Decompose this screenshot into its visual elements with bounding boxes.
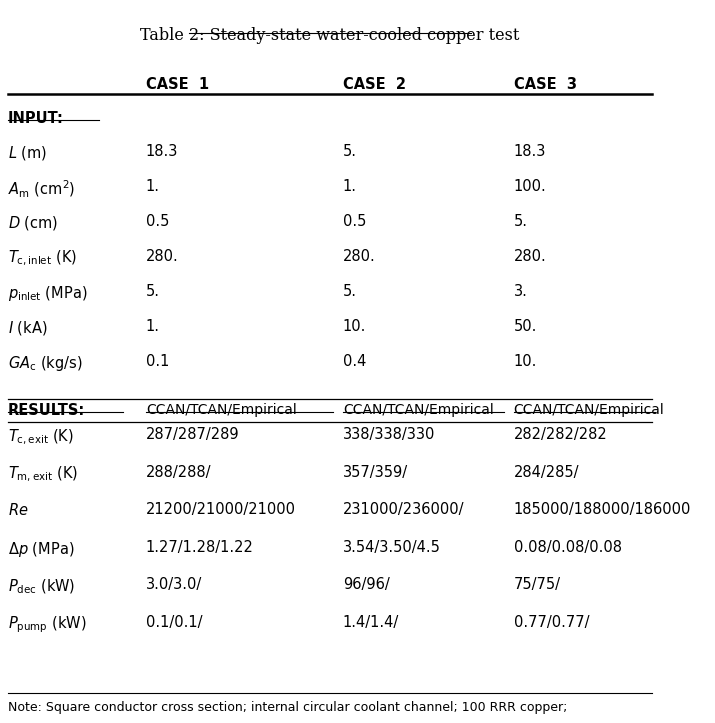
Text: 0.5: 0.5 [146, 214, 169, 229]
Text: $\it{T}_{\mathrm{c,exit}}$ (K): $\it{T}_{\mathrm{c,exit}}$ (K) [8, 427, 74, 447]
Text: 280.: 280. [343, 249, 375, 264]
Text: Table 2: Steady-state water-cooled copper test: Table 2: Steady-state water-cooled coppe… [140, 27, 520, 43]
Text: $\it{L}$ (m): $\it{L}$ (m) [8, 144, 47, 162]
Text: Note: Square conductor cross section; internal circular coolant channel; 100 RRR: Note: Square conductor cross section; in… [8, 701, 567, 714]
Text: CASE  1: CASE 1 [146, 77, 209, 92]
Text: CASE  3: CASE 3 [513, 77, 577, 92]
Text: 18.3: 18.3 [146, 144, 178, 159]
Text: 10.: 10. [513, 354, 537, 369]
Text: 0.1: 0.1 [146, 354, 169, 369]
Text: 185000/188000/186000: 185000/188000/186000 [513, 502, 691, 517]
Text: $\Delta\it{p}$ (MPa): $\Delta\it{p}$ (MPa) [8, 540, 74, 559]
Text: 1.: 1. [146, 319, 160, 333]
Text: 338/338/330: 338/338/330 [343, 427, 435, 442]
Text: 0.08/0.08/0.08: 0.08/0.08/0.08 [513, 540, 621, 555]
Text: $\it{GA}_{\mathrm{c}}$ (kg/s): $\it{GA}_{\mathrm{c}}$ (kg/s) [8, 354, 82, 372]
Text: $\it{P}_{\mathrm{pump}}$ (kW): $\it{P}_{\mathrm{pump}}$ (kW) [8, 615, 87, 636]
Text: 288/288/: 288/288/ [146, 465, 212, 480]
Text: 3.54/3.50/4.5: 3.54/3.50/4.5 [343, 540, 440, 555]
Text: 5.: 5. [146, 283, 160, 299]
Text: 0.77/0.77/: 0.77/0.77/ [513, 615, 589, 630]
Text: 357/359/: 357/359/ [343, 465, 408, 480]
Text: CASE  2: CASE 2 [343, 77, 406, 92]
Text: 21200/21000/21000: 21200/21000/21000 [146, 502, 296, 517]
Text: 1.4/1.4/: 1.4/1.4/ [343, 615, 399, 630]
Text: $\it{A}_{\mathrm{m}}$ (cm$^2$): $\it{A}_{\mathrm{m}}$ (cm$^2$) [8, 179, 75, 200]
Text: RESULTS:: RESULTS: [8, 403, 85, 418]
Text: 50.: 50. [513, 319, 537, 333]
Text: 18.3: 18.3 [513, 144, 546, 159]
Text: $\it{T}_{\mathrm{c,inlet}}$ (K): $\it{T}_{\mathrm{c,inlet}}$ (K) [8, 249, 77, 268]
Text: $\it{p}_{\mathrm{inlet}}$ (MPa): $\it{p}_{\mathrm{inlet}}$ (MPa) [8, 283, 87, 303]
Text: $\it{Re}$: $\it{Re}$ [8, 502, 29, 518]
Text: 5.: 5. [343, 283, 357, 299]
Text: 1.: 1. [146, 179, 160, 194]
Text: 231000/236000/: 231000/236000/ [343, 502, 465, 517]
Text: 10.: 10. [343, 319, 366, 333]
Text: 100.: 100. [513, 179, 546, 194]
Text: 3.: 3. [513, 283, 528, 299]
Text: 280.: 280. [146, 249, 179, 264]
Text: CCAN/TCAN/Empirical: CCAN/TCAN/Empirical [343, 403, 493, 417]
Text: 75/75/: 75/75/ [513, 577, 561, 592]
Text: CCAN/TCAN/Empirical: CCAN/TCAN/Empirical [513, 403, 664, 417]
Text: 284/285/: 284/285/ [513, 465, 579, 480]
Text: INPUT:: INPUT: [8, 111, 64, 126]
Text: 0.1/0.1/: 0.1/0.1/ [146, 615, 202, 630]
Text: $\it{I}$ (kA): $\it{I}$ (kA) [8, 319, 47, 337]
Text: 0.4: 0.4 [343, 354, 366, 369]
Text: 280.: 280. [513, 249, 546, 264]
Text: CCAN/TCAN/Empirical: CCAN/TCAN/Empirical [146, 403, 297, 417]
Text: $\it{D}$ (cm): $\it{D}$ (cm) [8, 214, 58, 232]
Text: 1.27/1.28/1.22: 1.27/1.28/1.22 [146, 540, 254, 555]
Text: 287/287/289: 287/287/289 [146, 427, 240, 442]
Text: 0.5: 0.5 [343, 214, 366, 229]
Text: 3.0/3.0/: 3.0/3.0/ [146, 577, 202, 592]
Text: 96/96/: 96/96/ [343, 577, 390, 592]
Text: 5.: 5. [513, 214, 528, 229]
Text: 5.: 5. [343, 144, 357, 159]
Text: 282/282/282: 282/282/282 [513, 427, 608, 442]
Text: 1.: 1. [343, 179, 357, 194]
Text: $\it{T}_{\mathrm{m,exit}}$ (K): $\it{T}_{\mathrm{m,exit}}$ (K) [8, 465, 78, 484]
Text: $\it{P}_{\mathrm{dec}}$ (kW): $\it{P}_{\mathrm{dec}}$ (kW) [8, 577, 75, 596]
